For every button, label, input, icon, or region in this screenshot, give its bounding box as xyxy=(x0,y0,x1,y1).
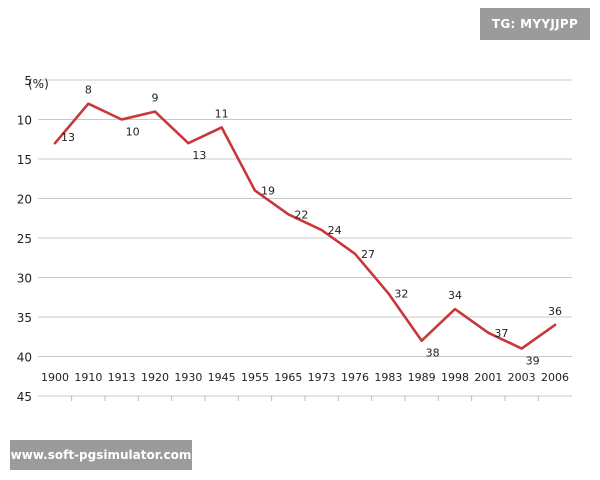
y-tick-label-5: 5 xyxy=(24,74,32,88)
data-label-1900: 13 xyxy=(61,131,75,144)
x-tick-label-2003: 2003 xyxy=(508,371,536,384)
y-tick-label-35: 35 xyxy=(17,311,32,325)
y-tick-label-45: 45 xyxy=(17,390,32,404)
series-line xyxy=(53,102,557,350)
data-label-1945: 11 xyxy=(215,107,229,120)
x-tick-label-1965: 1965 xyxy=(274,371,302,384)
y-tick-label-20: 20 xyxy=(17,193,32,207)
y-axis-ticks: 5 10 15 20 25 30 35 40 45 xyxy=(17,74,32,404)
data-label-2006: 36 xyxy=(548,305,562,318)
x-axis-ticks: 1900 1910 1913 1920 1930 1945 1955 1965 1973 1976… xyxy=(41,371,569,384)
data-label-1920: 9 xyxy=(152,92,159,105)
x-tick-label-2006: 2006 xyxy=(541,371,569,384)
data-label-1913: 10 xyxy=(126,126,140,139)
data-label-1930: 13 xyxy=(192,149,206,162)
x-tick-label-1989: 1989 xyxy=(408,371,436,384)
data-label-2003: 39 xyxy=(526,355,540,368)
x-tick-label-1945: 1945 xyxy=(208,371,236,384)
y-tick-label-15: 15 xyxy=(17,153,32,167)
watermark-badge-bottom: www.soft-pgsimulator.com xyxy=(10,440,192,470)
x-tick-label-1900: 1900 xyxy=(41,371,69,384)
y-tick-label-40: 40 xyxy=(17,351,32,365)
y-axis-unit-label: (%) xyxy=(28,77,49,91)
data-label-1983: 32 xyxy=(394,287,408,300)
data-label-1973: 24 xyxy=(328,224,342,237)
data-label-1976: 27 xyxy=(361,248,375,261)
x-tick-label-1913: 1913 xyxy=(108,371,136,384)
x-tick-label-1983: 1983 xyxy=(374,371,402,384)
series-layer xyxy=(53,102,557,350)
y-tick-label-10: 10 xyxy=(17,114,32,128)
x-tick-label-1920: 1920 xyxy=(141,371,169,384)
data-labels: 13 8 10 9 13 11 19 22 24 27 32 38 34 37 39 36 xyxy=(61,84,562,368)
y-tick-label-25: 25 xyxy=(17,232,32,246)
x-tick-label-1973: 1973 xyxy=(308,371,336,384)
x-tick-label-1930: 1930 xyxy=(174,371,202,384)
x-tick-label-1955: 1955 xyxy=(241,371,269,384)
x-tick-label-1910: 1910 xyxy=(74,371,102,384)
x-tick-label-2001: 2001 xyxy=(474,371,502,384)
y-tick-label-30: 30 xyxy=(17,272,32,286)
data-label-1910: 8 xyxy=(85,84,92,97)
x-tick-label-1998: 1998 xyxy=(441,371,469,384)
data-label-2001: 37 xyxy=(494,327,508,340)
x-tick-label-1976: 1976 xyxy=(341,371,369,384)
data-label-1965: 22 xyxy=(294,208,308,221)
grid-layer xyxy=(38,79,572,401)
data-label-1998: 34 xyxy=(448,289,462,302)
data-label-1955: 19 xyxy=(261,185,275,198)
data-label-1989: 38 xyxy=(426,347,440,360)
watermark-badge-top: TG: MYYJJPP xyxy=(480,8,590,40)
